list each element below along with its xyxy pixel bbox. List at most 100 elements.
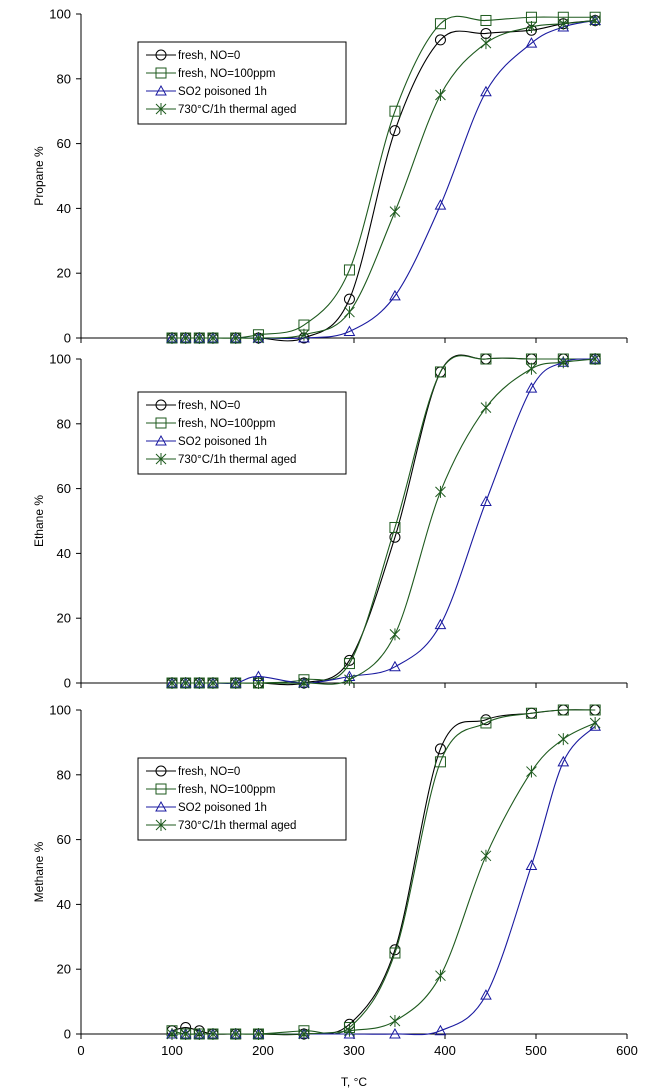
y-tick-label: 60 [57,136,71,151]
x-tick-label: 200 [252,1043,274,1058]
data-point [434,618,447,630]
data-point [230,332,242,344]
y-axis-title: Methane % [32,841,46,902]
data-point [525,37,538,48]
data-point [480,353,492,365]
y-tick-label: 40 [57,201,71,216]
legend-label: 730°C/1h thermal aged [178,454,296,466]
y-tick-label: 40 [57,897,71,912]
data-point [230,1028,242,1040]
legend-label: fresh, NO=0 [178,50,240,62]
data-point [207,332,219,344]
legend-label: 730°C/1h thermal aged [178,820,296,832]
data-point [253,677,264,689]
data-point [434,199,447,210]
data-point [193,1028,205,1040]
data-point [389,660,401,672]
data-point [389,289,401,301]
series-group [166,353,601,689]
legend-marker [155,453,167,465]
data-point [589,704,601,716]
y-tick-label: 20 [57,962,71,977]
y-tick-label: 0 [64,1027,71,1042]
data-point [434,743,446,755]
legend-marker [155,67,167,79]
series-group [166,14,601,344]
y-tick-label: 80 [57,767,71,782]
data-point [434,18,446,30]
x-tick-label: 300 [343,1043,365,1058]
legend-label: fresh, NO=100ppm [178,784,275,796]
legend-marker [155,783,167,795]
data-point [480,401,492,414]
legend-marker [155,765,167,777]
data-point [180,677,192,689]
y-tick-label: 60 [57,481,71,496]
data-point [557,733,569,746]
data-point [480,85,492,97]
data-point [435,485,446,498]
data-point [193,332,205,344]
data-point [389,521,401,533]
data-point [434,34,446,46]
series-line [172,722,596,1035]
data-point [435,89,446,101]
data-point [166,1028,178,1040]
series-group [166,704,601,1040]
data-point [525,859,538,871]
data-point [480,495,492,507]
data-point [589,716,601,729]
x-axis-title: T, °C [341,1075,367,1089]
y-tick-label: 20 [57,611,71,626]
legend-marker [155,800,167,812]
data-point [389,1027,401,1039]
data-point [343,293,355,305]
legend-marker [155,417,167,429]
data-point [525,707,537,719]
data-point [480,989,492,1000]
y-tick-label: 0 [64,676,71,691]
data-point [343,325,356,337]
legend-marker [155,103,167,115]
data-point [435,969,446,982]
series-group [166,704,601,1040]
y-tick-label: 80 [57,416,71,431]
data-point [180,1028,192,1040]
legend: fresh, NO=0 fresh, NO=100ppm SO2 poisoned … [137,757,347,841]
x-tick-label: 500 [525,1043,547,1058]
legend-label: SO2 poisoned 1h [178,86,267,98]
y-axis-title: Ethane % [32,495,46,547]
legend-box [137,757,347,841]
legend-marker [155,49,167,61]
data-point [207,1028,219,1040]
data-point [526,20,537,33]
chart-panel: 0 20 40 60 80 100 0 100 200 300 400 500 600 Methane %… [32,703,638,1090]
legend-box [137,41,347,125]
data-point [434,1024,447,1036]
data-point [298,677,310,689]
data-point [389,205,401,218]
data-point [589,14,601,27]
legend-label: 730°C/1h thermal aged [178,104,296,116]
data-point [480,37,492,50]
data-point [526,765,537,778]
data-point [207,677,219,689]
data-point [557,704,569,716]
y-tick-label: 0 [64,331,71,346]
data-point [253,332,264,344]
y-tick-label: 40 [57,546,71,561]
data-point [389,125,401,137]
series-group [166,716,601,1040]
data-point [434,366,446,378]
y-tick-label: 100 [49,7,71,22]
data-point [166,332,178,344]
data-point [525,382,538,393]
data-point [343,264,355,276]
legend-label: fresh, NO=100ppm [178,68,275,80]
legend: fresh, NO=0 fresh, NO=100ppm SO2 poisoned … [137,41,347,125]
data-point [557,356,569,369]
y-tick-label: 100 [49,703,71,718]
